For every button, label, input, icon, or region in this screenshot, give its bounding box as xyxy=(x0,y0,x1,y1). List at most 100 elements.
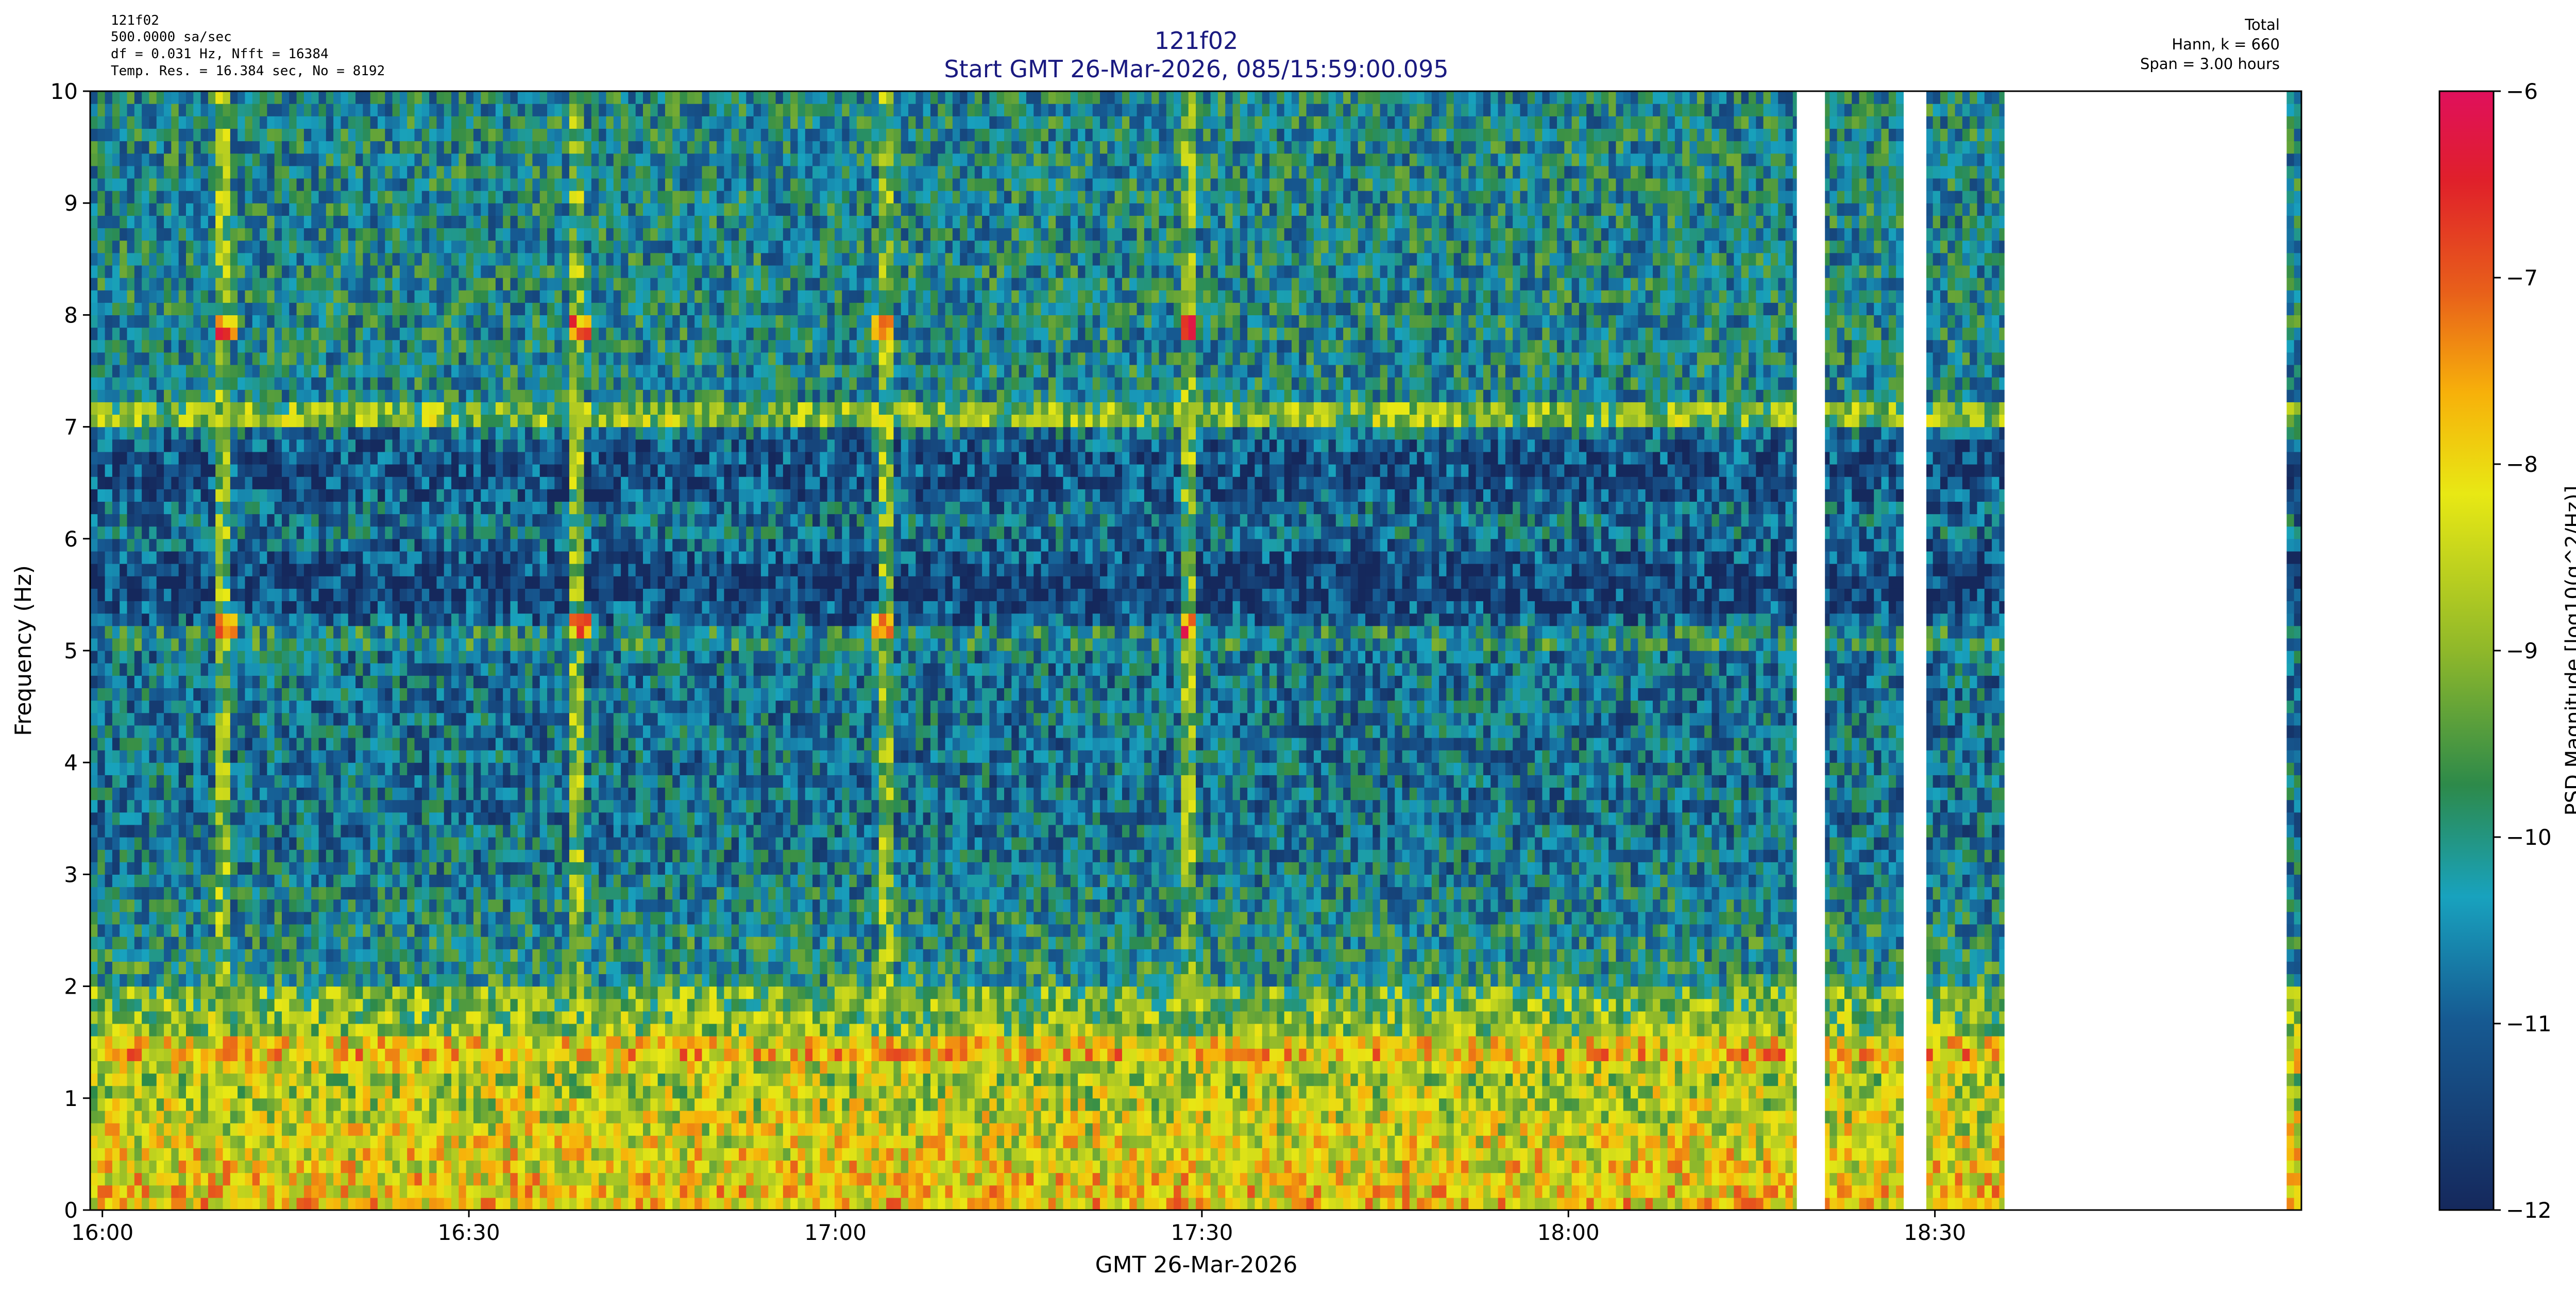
heatmap-cell xyxy=(326,141,334,154)
heatmap-cell xyxy=(120,91,128,104)
heatmap-cell xyxy=(399,526,408,539)
heatmap-cell xyxy=(385,949,393,962)
heatmap-cell xyxy=(407,240,415,253)
heatmap-cell xyxy=(185,949,194,962)
heatmap-cell xyxy=(164,937,172,949)
heatmap-cell xyxy=(318,265,327,278)
heatmap-cell xyxy=(289,1148,297,1161)
heatmap-cell xyxy=(451,290,459,303)
heatmap-cell xyxy=(149,937,157,949)
heatmap-cell xyxy=(105,203,113,216)
heatmap-cell xyxy=(252,998,260,1012)
heatmap-cell xyxy=(385,551,393,564)
heatmap-cell xyxy=(223,924,231,937)
heatmap-cell xyxy=(200,712,209,726)
heatmap-cell xyxy=(178,364,187,378)
heatmap-cell xyxy=(429,1160,437,1173)
heatmap-cell xyxy=(414,812,422,825)
heatmap-cell xyxy=(333,961,342,975)
heatmap-cell xyxy=(451,1148,459,1161)
heatmap-cell xyxy=(414,725,422,738)
heatmap-cell xyxy=(289,824,297,838)
heatmap-cell xyxy=(363,750,371,763)
heatmap-cell xyxy=(185,799,194,813)
heatmap-cell xyxy=(333,887,342,900)
heatmap-cell xyxy=(451,240,459,253)
heatmap-cell xyxy=(481,899,489,912)
heatmap-cell xyxy=(289,849,297,862)
heatmap-cell xyxy=(90,762,98,775)
heatmap-cell xyxy=(105,228,113,241)
heatmap-cell xyxy=(185,899,194,912)
heatmap-cell xyxy=(407,302,415,315)
heatmap-cell xyxy=(208,215,216,229)
heatmap-cell xyxy=(134,501,142,515)
heatmap-cell xyxy=(238,849,246,862)
heatmap-cell xyxy=(215,352,224,365)
heatmap-cell xyxy=(466,961,474,975)
heatmap-cell xyxy=(149,1073,157,1086)
heatmap-cell xyxy=(385,712,393,726)
heatmap-cell xyxy=(267,278,275,291)
heatmap-cell xyxy=(90,937,98,949)
heatmap-cell xyxy=(208,651,216,663)
heatmap-cell xyxy=(112,638,120,651)
heatmap-cell xyxy=(399,1185,408,1198)
heatmap-cell xyxy=(156,278,164,291)
heatmap-cell xyxy=(392,1160,400,1173)
heatmap-cell xyxy=(156,725,164,738)
heatmap-cell xyxy=(385,116,393,129)
heatmap-cell xyxy=(466,937,474,949)
heatmap-cell xyxy=(267,290,275,303)
heatmap-cell xyxy=(105,974,113,987)
heatmap-cell xyxy=(127,538,135,552)
heatmap-cell xyxy=(370,389,378,402)
heatmap-cell xyxy=(142,1172,150,1186)
heatmap-cell xyxy=(414,414,422,428)
heatmap-cell xyxy=(208,824,216,838)
heatmap-cell xyxy=(281,1048,290,1061)
heatmap-cell xyxy=(193,675,201,688)
heatmap-cell xyxy=(230,1135,238,1148)
heatmap-cell xyxy=(318,240,327,253)
heatmap-cell xyxy=(164,564,172,576)
heatmap-cell xyxy=(185,1011,194,1024)
heatmap-cell xyxy=(156,812,164,825)
heatmap-cell xyxy=(178,352,187,365)
heatmap-cell xyxy=(466,501,474,515)
heatmap-cell xyxy=(185,911,194,925)
heatmap-cell xyxy=(200,278,209,291)
heatmap-cell xyxy=(355,1048,363,1061)
heatmap-cell xyxy=(171,1061,179,1074)
heatmap-cell xyxy=(120,1135,128,1148)
heatmap-cell xyxy=(178,638,187,651)
heatmap-cell xyxy=(348,153,356,166)
heatmap-cell xyxy=(488,675,496,688)
heatmap-cell xyxy=(303,638,312,651)
heatmap-cell xyxy=(260,663,267,676)
heatmap-cell xyxy=(267,489,275,502)
heatmap-cell xyxy=(215,775,224,788)
heatmap-cell xyxy=(377,526,385,539)
heatmap-cell xyxy=(208,725,216,738)
heatmap-cell xyxy=(185,526,194,539)
heatmap-cell xyxy=(436,501,445,515)
heatmap-cell xyxy=(281,986,290,999)
heatmap-cell xyxy=(97,526,106,539)
heatmap-cell xyxy=(407,116,415,129)
heatmap-cell xyxy=(245,762,253,775)
heatmap-cell xyxy=(134,588,142,602)
heatmap-cell xyxy=(303,974,312,987)
heatmap-cell xyxy=(105,402,113,415)
heatmap-cell xyxy=(274,252,282,266)
heatmap-cell xyxy=(436,141,445,154)
heatmap-cell xyxy=(436,1024,445,1036)
heatmap-cell xyxy=(193,1172,201,1186)
heatmap-cell xyxy=(451,165,459,179)
heatmap-cell xyxy=(399,937,408,949)
heatmap-cell xyxy=(289,651,297,663)
heatmap-cell xyxy=(370,1148,378,1161)
heatmap-cell xyxy=(281,961,290,975)
heatmap-cell xyxy=(370,625,378,639)
heatmap-cell xyxy=(311,203,319,216)
